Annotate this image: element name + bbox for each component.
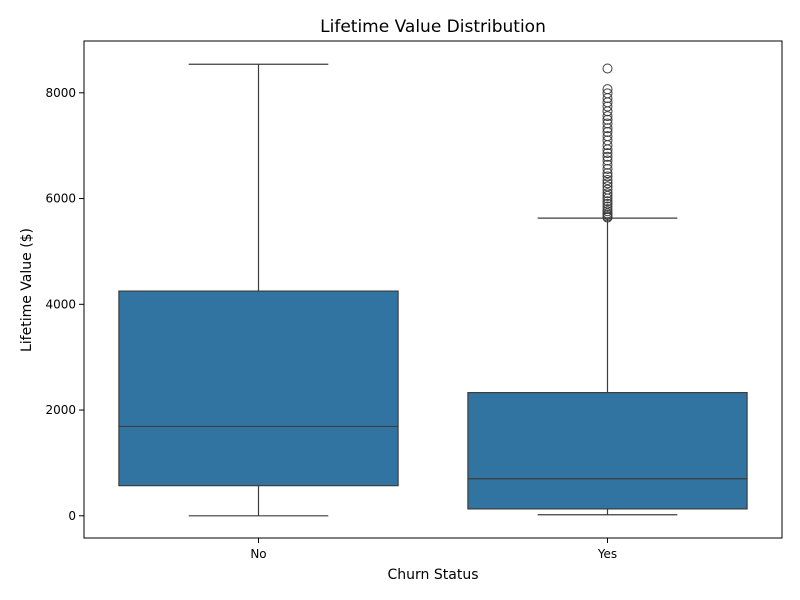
outlier-point <box>602 163 613 174</box>
outlier-point <box>602 123 613 134</box>
outlier-point <box>602 126 613 137</box>
y-tick-label: 2000 <box>45 403 76 417</box>
outlier-point <box>602 114 613 125</box>
outlier-point <box>602 151 613 162</box>
outlier-point <box>602 155 613 166</box>
outlier-point <box>602 175 613 186</box>
outlier-point <box>602 118 613 129</box>
x-axis-label: Churn Status <box>388 567 479 583</box>
x-axis: No Yes <box>250 538 617 561</box>
x-tick-label: Yes <box>597 547 617 561</box>
outlier-point <box>602 159 613 170</box>
box-yes <box>467 392 748 510</box>
outlier-point <box>602 190 613 201</box>
outlier-point <box>602 171 613 182</box>
outlier-point <box>602 178 613 189</box>
outlier-point <box>602 188 613 199</box>
y-tick-label: 0 <box>68 509 76 523</box>
outlier-point <box>602 204 613 215</box>
box-group-yes <box>467 63 748 516</box>
outlier-point <box>602 88 613 99</box>
outlier-point <box>602 101 613 112</box>
y-axis: 0 2000 4000 6000 8000 <box>45 86 84 523</box>
box-no <box>118 290 399 487</box>
y-tick-label: 6000 <box>45 192 76 206</box>
outlier-point <box>602 111 613 122</box>
y-axis-label: Lifetime Value ($) <box>19 228 35 352</box>
outlier-point <box>602 131 613 142</box>
outlier-point <box>602 196 613 207</box>
x-tick-label: No <box>250 547 266 561</box>
outlier-point <box>602 198 613 209</box>
box-group-no <box>118 63 399 517</box>
outlier-point <box>602 63 613 74</box>
outlier-point <box>602 148 613 159</box>
plot-area <box>83 40 783 539</box>
y-tick-label: 8000 <box>45 86 76 100</box>
outlier-point <box>602 168 613 179</box>
outlier-point <box>602 201 613 212</box>
outlier-point <box>602 184 613 195</box>
outlier-point <box>602 84 613 95</box>
y-tick-label: 4000 <box>45 297 76 311</box>
outlier-point <box>602 181 613 192</box>
outlier-point <box>602 135 613 146</box>
chart-title: Lifetime Value Distribution <box>320 17 546 37</box>
plot-frame <box>83 40 783 539</box>
